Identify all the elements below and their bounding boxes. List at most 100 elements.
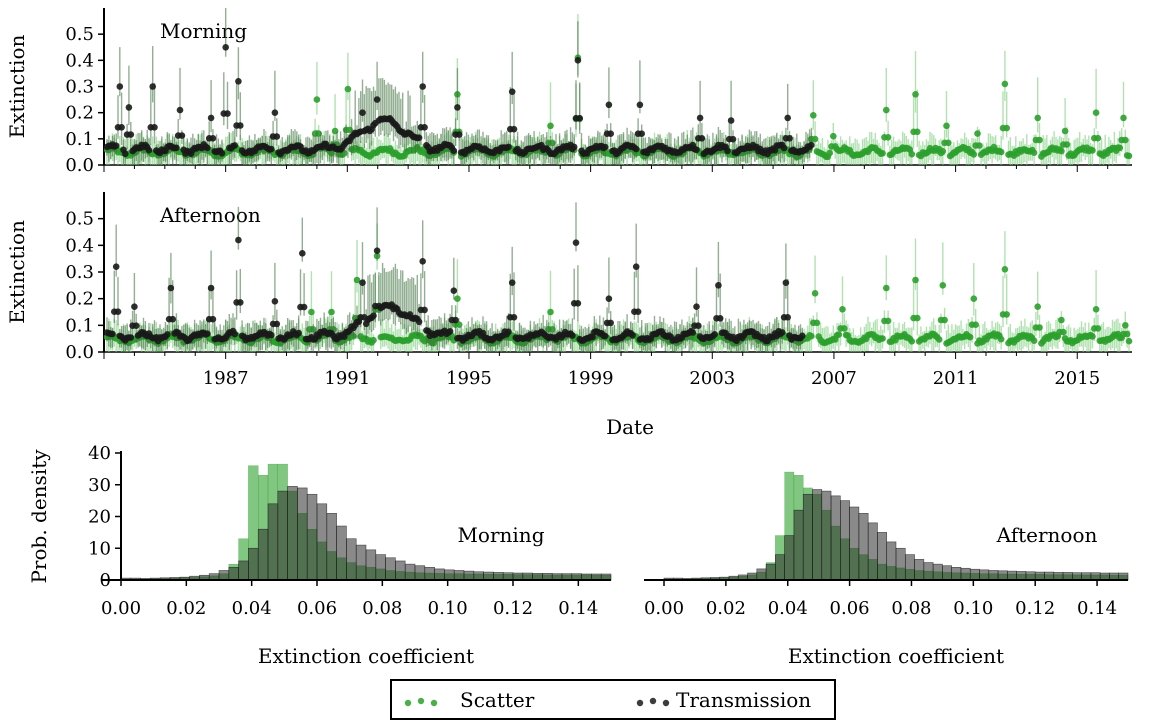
data-point [696,114,704,122]
x-tick-label: 0.06 [297,598,337,619]
data-point [810,112,817,119]
data-point [605,101,613,109]
data-point [109,330,116,338]
x-tick-label: 0.04 [232,598,272,619]
data-point [271,298,279,305]
legend-marker [662,699,670,707]
legend-box [390,679,836,720]
data-point [132,322,140,330]
data-point [945,139,952,147]
data-point [636,101,644,109]
data-point [455,321,463,329]
hist-bar [988,570,999,581]
data-point [629,331,636,339]
data-point [879,150,886,157]
data-point [209,135,217,142]
data-point [811,290,819,297]
data-point [632,145,640,153]
data-point [268,331,275,339]
hist-bar [923,562,934,581]
data-point [295,329,303,337]
hist-bar [886,541,897,581]
data-point [207,284,215,292]
x-tick-label: 1987 [203,368,249,389]
hist-bar [1025,571,1036,581]
data-point [1001,80,1009,88]
y-axis-label: Extinction [5,35,29,139]
data-point [574,57,582,64]
data-point [131,303,138,311]
data-point [839,306,846,313]
x-tick-label: 0.06 [830,598,870,619]
data-point [912,91,919,98]
hist-bar [385,557,396,581]
data-point [943,122,950,130]
data-point [1092,306,1100,313]
hist-bar [914,559,925,581]
data-point [693,146,700,154]
data-point [455,131,463,138]
data-point [689,329,697,336]
hist-bar [932,563,943,581]
data-point [830,132,837,140]
panel-label: Morning [457,523,544,547]
x-tick-label: 2007 [811,368,857,389]
data-point [505,143,512,151]
y-tick-label: 0.3 [65,262,94,283]
x-tick-label: 0.12 [493,598,533,619]
data-point [1116,144,1124,152]
data-point [224,110,231,117]
data-point [572,239,580,246]
hist-bar [326,513,337,581]
x-axis-label: Extinction coefficient [788,644,1004,668]
data-point [1060,328,1067,336]
data-point [782,279,790,287]
data-point [1089,333,1096,340]
series-transmission [104,202,806,352]
data-point [1034,303,1041,311]
data-point [415,134,423,141]
data-point [268,145,275,153]
data-point [813,319,821,327]
data-point [176,106,184,114]
data-point [1061,127,1069,135]
data-point [178,132,186,139]
data-point [634,308,642,316]
data-point [976,142,983,149]
data-point [446,328,454,335]
data-point [935,336,943,343]
data-point [1036,136,1043,144]
hist-bar [218,570,230,581]
x-tick-label: 2015 [1054,368,1100,389]
data-point [164,331,171,338]
x-tick-label: 2011 [933,368,979,389]
data-point [941,316,948,324]
data-point [510,314,518,321]
y-tick-label: 0.1 [65,315,94,336]
hist-bar [1062,572,1073,581]
data-point [151,124,158,131]
data-point [452,316,459,324]
panel-label: Morning [160,19,247,43]
data-point [218,150,226,157]
hist-bar [1099,572,1110,581]
hist-bar [1044,571,1055,581]
data-point [167,284,175,292]
legend-label: Transmission [676,688,811,712]
hist-bar [802,493,813,581]
x-tick-label: 1999 [568,368,614,389]
data-point [127,131,135,138]
hist-bar [512,572,524,581]
data-point [510,125,518,133]
data-point [209,315,217,323]
data-point [122,150,129,158]
data-point [231,330,239,338]
hist-bar [493,572,504,581]
x-tick-label: 1995 [446,368,492,389]
data-point [222,44,229,51]
hist-bar [793,509,804,581]
y-tick-label: 0.4 [65,50,94,71]
data-point [344,85,352,93]
hist-bar [1090,572,1101,581]
